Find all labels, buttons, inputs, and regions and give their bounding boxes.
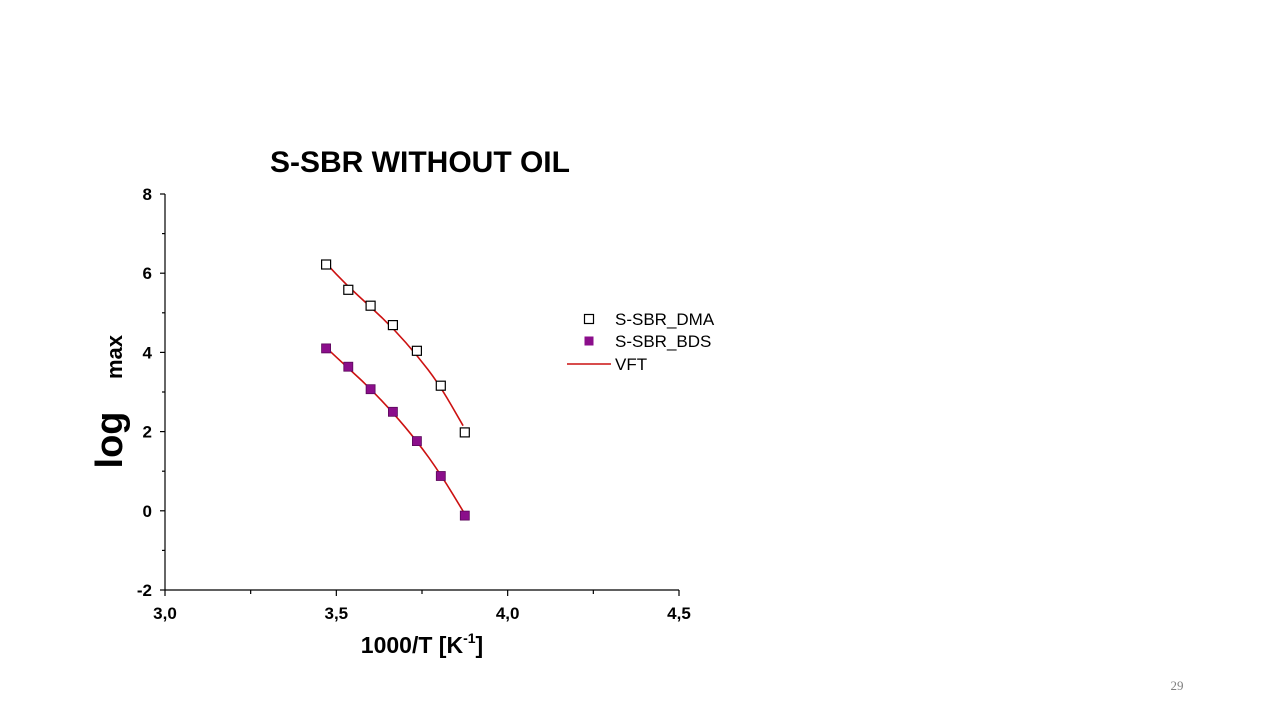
bds-point bbox=[343, 361, 354, 372]
slide-number: 29 bbox=[1170, 678, 1184, 693]
dma-point bbox=[411, 345, 422, 356]
bds-point bbox=[459, 510, 470, 521]
bds-point bbox=[387, 406, 398, 417]
bds-point bbox=[321, 343, 332, 354]
y-axis-label-subscript: max bbox=[102, 334, 127, 379]
y-tick-label: 0 bbox=[143, 502, 152, 521]
legend-bds-marker bbox=[584, 336, 594, 346]
x-tick-label: 3,0 bbox=[153, 604, 177, 623]
vft-fit-curve-2 bbox=[325, 347, 466, 515]
bds-point bbox=[365, 384, 376, 395]
y-tick-label: -2 bbox=[137, 581, 152, 600]
x-tick-label: 4,0 bbox=[496, 604, 520, 623]
x-axis-label: 1000/T [K-1] bbox=[361, 630, 483, 658]
dma-point bbox=[343, 284, 354, 295]
dma-point bbox=[435, 380, 446, 391]
y-tick-label: 8 bbox=[143, 185, 152, 204]
bds-point bbox=[435, 471, 446, 481]
y-axis-label-main: log bbox=[89, 412, 131, 469]
dma-point bbox=[365, 300, 376, 311]
dma-point bbox=[321, 259, 332, 270]
y-tick-label: 4 bbox=[143, 343, 153, 362]
y-tick-label: 2 bbox=[143, 423, 152, 442]
x-tick-label: 3,5 bbox=[325, 604, 349, 623]
y-tick-label: 6 bbox=[143, 264, 152, 283]
x-axis-label-suffix: ] bbox=[476, 632, 484, 658]
legend-label: S-SBR_BDS bbox=[615, 332, 711, 351]
data-points bbox=[321, 259, 470, 521]
ticks: 3,0 3,5 4,0 4,5 -2 0 2 4 6 8 bbox=[137, 185, 691, 623]
x-axis-label-main: 1000/T [K bbox=[361, 632, 464, 658]
legend: S-SBR_DMA S-SBR_BDS VFT bbox=[567, 310, 715, 374]
dma-point bbox=[387, 320, 398, 331]
x-tick-label: 4,5 bbox=[667, 604, 691, 623]
y-axis-label: log max bbox=[89, 334, 131, 468]
chart-title: S-SBR WITHOUT OIL bbox=[270, 146, 570, 179]
axes bbox=[164, 194, 679, 591]
dma-point bbox=[459, 427, 470, 438]
bds-point bbox=[411, 436, 422, 447]
legend-dma-marker bbox=[583, 313, 595, 325]
legend-label: S-SBR_DMA bbox=[615, 310, 715, 329]
x-axis-label-superscript: -1 bbox=[463, 630, 476, 646]
legend-label: VFT bbox=[615, 355, 647, 374]
